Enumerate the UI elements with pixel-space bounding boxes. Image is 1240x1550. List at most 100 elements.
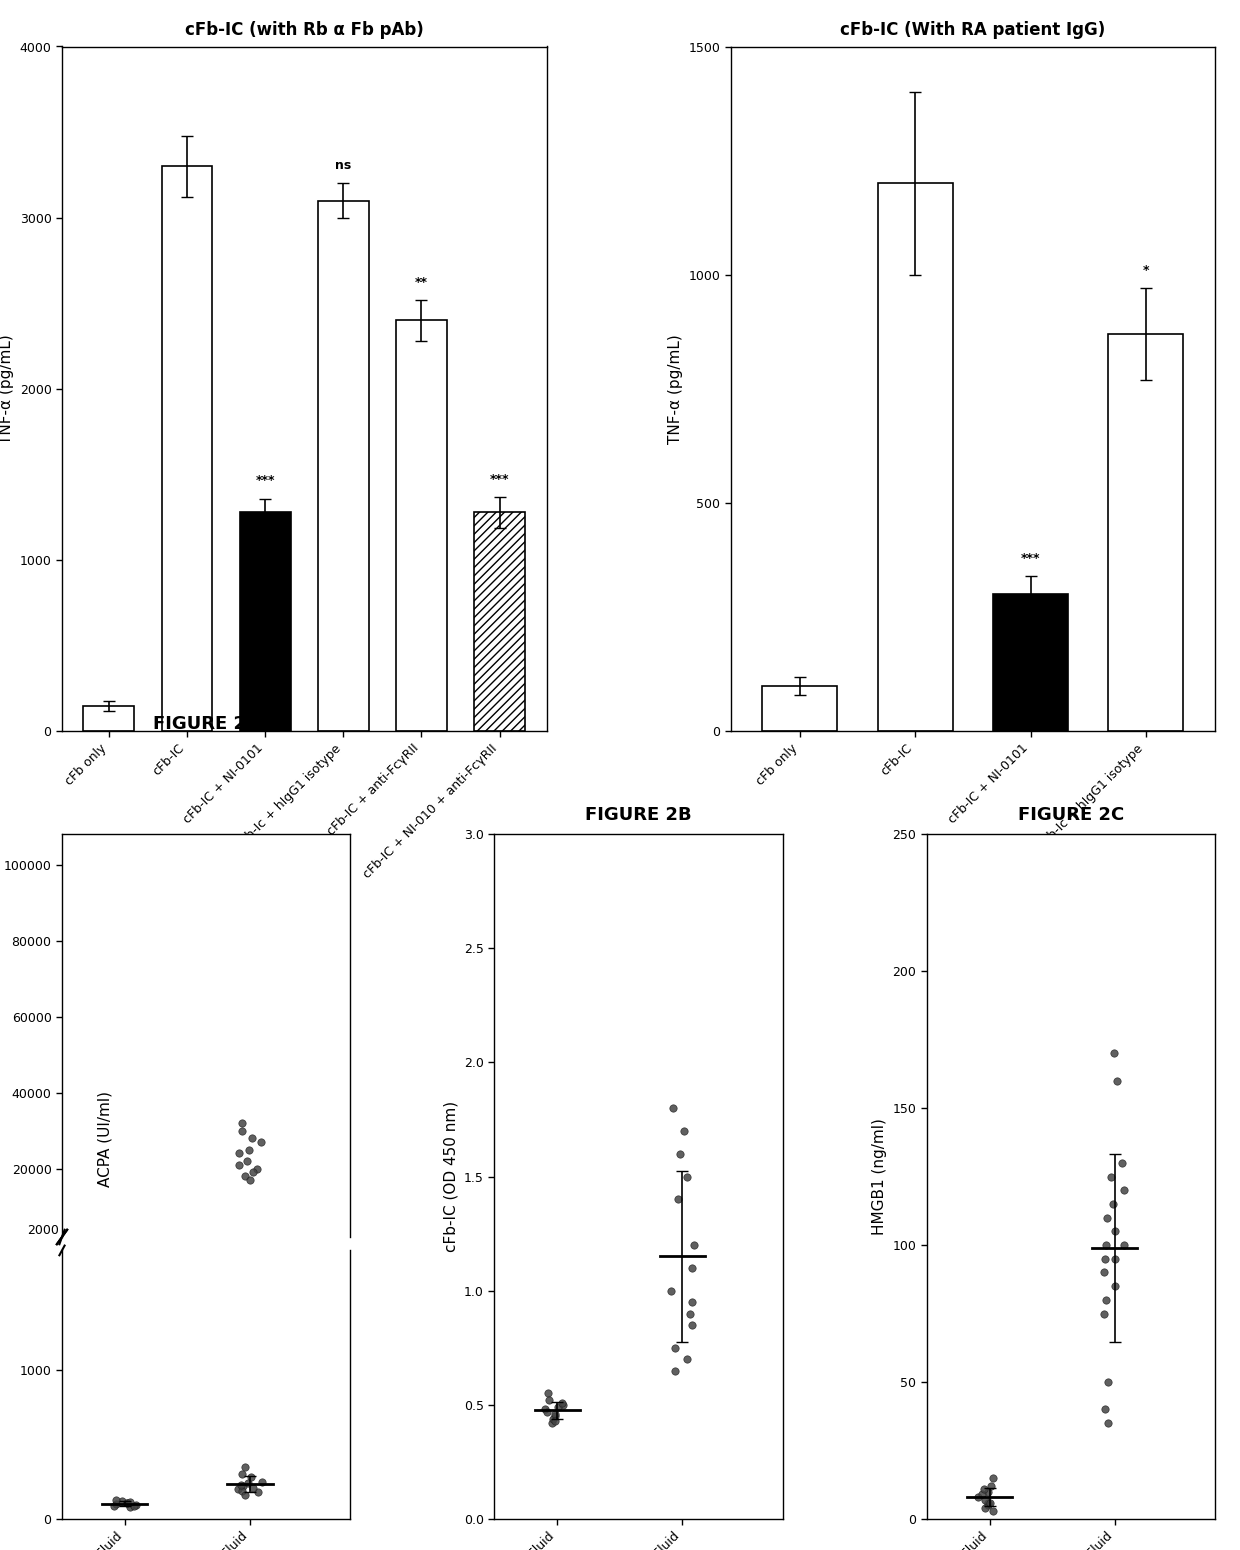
Point	[684, 1232, 704, 1257]
Point	[124, 1493, 144, 1517]
Point	[242, 1125, 262, 1150]
Point	[228, 1477, 248, 1502]
Point	[682, 1290, 702, 1314]
Point	[1104, 1042, 1123, 1066]
Point	[1096, 1232, 1116, 1257]
Bar	[763, 685, 837, 732]
Point	[232, 1110, 252, 1135]
Point	[1105, 1274, 1125, 1299]
Text: ***: ***	[490, 473, 510, 485]
Point	[665, 1336, 684, 1361]
Point	[552, 1390, 572, 1415]
Point	[973, 1477, 993, 1502]
Point	[120, 1494, 140, 1519]
Point	[1104, 1192, 1123, 1217]
Point	[682, 1256, 702, 1280]
Point	[239, 1138, 259, 1162]
Point	[1112, 1150, 1132, 1175]
Point	[975, 1496, 994, 1521]
Text: ns: ns	[335, 160, 351, 172]
Point	[120, 1490, 140, 1514]
Point	[967, 1485, 987, 1510]
Point	[981, 1490, 1001, 1514]
Point	[248, 1480, 268, 1505]
Bar	[474, 512, 525, 732]
Point	[978, 1490, 998, 1514]
Point	[982, 1465, 1002, 1490]
Text: ACPA (UI/ml): ACPA (UI/ml)	[98, 1091, 113, 1187]
Text: ***: ***	[255, 474, 275, 487]
Point	[976, 1488, 996, 1513]
Point	[1096, 1288, 1116, 1313]
Text: 2000: 2000	[27, 1224, 60, 1237]
Point	[231, 1472, 250, 1497]
Point	[682, 1313, 702, 1338]
Point	[546, 1409, 565, 1434]
Point	[107, 1486, 126, 1511]
Point	[232, 1462, 252, 1486]
Point	[247, 1156, 267, 1181]
Point	[243, 1476, 263, 1500]
Point	[1114, 1232, 1133, 1257]
Point	[1099, 1370, 1118, 1395]
Bar	[993, 594, 1068, 732]
Text: **: **	[415, 276, 428, 288]
Point	[548, 1395, 568, 1420]
Point	[234, 1483, 254, 1508]
Point	[234, 1164, 254, 1189]
Point	[677, 1164, 697, 1189]
Point	[232, 1479, 252, 1504]
Point	[977, 1479, 997, 1504]
Point	[981, 1474, 1001, 1499]
Bar	[161, 166, 212, 732]
Title: FIGURE 2B: FIGURE 2B	[585, 806, 692, 825]
Point	[1114, 1178, 1133, 1203]
Point	[982, 1499, 1002, 1524]
Point	[228, 1141, 248, 1166]
Y-axis label: TNF-α (pg/mL): TNF-α (pg/mL)	[0, 335, 14, 443]
Point	[1105, 1218, 1125, 1243]
Title: cFb-IC (with Rb α Fb pAb): cFb-IC (with Rb α Fb pAb)	[185, 22, 424, 39]
Point	[544, 1401, 564, 1426]
Point	[671, 1141, 691, 1166]
Point	[553, 1392, 573, 1417]
Point	[1094, 1300, 1114, 1325]
Point	[1095, 1246, 1115, 1271]
Point	[1107, 1068, 1127, 1093]
Point	[233, 1474, 253, 1499]
Point	[233, 1118, 253, 1142]
Point	[542, 1410, 562, 1435]
Point	[236, 1454, 255, 1479]
Point	[1095, 1260, 1115, 1285]
Point	[1105, 1246, 1125, 1271]
Point	[978, 1493, 998, 1517]
Point	[252, 1130, 272, 1155]
Title: cFb-IC (With RA patient IgG): cFb-IC (With RA patient IgG)	[841, 22, 1106, 39]
Bar	[878, 183, 952, 732]
Y-axis label: TNF-α (pg/mL): TNF-α (pg/mL)	[668, 335, 683, 443]
Point	[665, 1358, 684, 1383]
Point	[237, 1149, 257, 1173]
Point	[663, 1096, 683, 1121]
Text: ***: ***	[1021, 552, 1040, 564]
Point	[1097, 1206, 1117, 1231]
Point	[661, 1279, 681, 1304]
Point	[546, 1404, 565, 1429]
Y-axis label: cFb-IC (OD 450 nm): cFb-IC (OD 450 nm)	[444, 1100, 459, 1252]
Point	[126, 1493, 146, 1517]
Bar	[396, 321, 446, 732]
Point	[534, 1397, 554, 1421]
Point	[252, 1469, 272, 1494]
Point	[1101, 1164, 1121, 1189]
Point	[238, 1471, 258, 1496]
Point	[1095, 1397, 1115, 1421]
Bar	[83, 705, 134, 732]
Point	[543, 1406, 563, 1431]
Bar	[239, 512, 290, 732]
Point	[107, 1491, 126, 1516]
Point	[229, 1152, 249, 1176]
Y-axis label: HMGB1 (ng/ml): HMGB1 (ng/ml)	[872, 1118, 887, 1235]
Point	[241, 1465, 260, 1490]
Point	[118, 1490, 138, 1514]
Point	[972, 1482, 992, 1507]
